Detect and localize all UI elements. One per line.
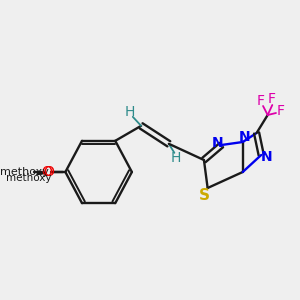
Text: H: H (125, 105, 135, 119)
Text: F: F (277, 104, 285, 118)
Text: methoxy: methoxy (6, 173, 51, 183)
Text: S: S (198, 188, 209, 203)
Text: methoxy: methoxy (0, 167, 49, 177)
Text: H: H (171, 151, 181, 165)
Text: F: F (256, 94, 264, 108)
Text: N: N (261, 150, 273, 164)
Text: N: N (239, 130, 250, 144)
Text: O: O (41, 165, 52, 179)
Text: N: N (212, 136, 224, 150)
Text: F: F (267, 92, 275, 106)
Text: O: O (43, 165, 54, 179)
